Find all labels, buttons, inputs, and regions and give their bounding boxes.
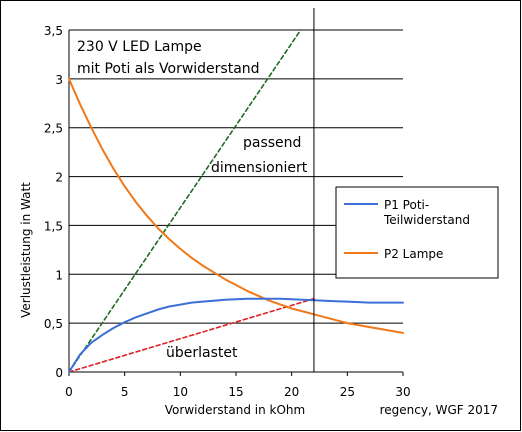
annotation-ueberlastet: überlastet: [166, 345, 238, 361]
y-tick-label-3: 1,5: [44, 219, 63, 233]
y-tick-label-0: 0: [55, 366, 63, 380]
legend-label-p2: P2 Lampe: [384, 247, 443, 261]
legend-label-p1-line1: P1 Poti-: [384, 198, 429, 212]
y-tick-label-5: 2,5: [44, 122, 63, 136]
x-axis-label: Vorwiderstand in kOhm: [165, 403, 305, 417]
y-tick-label-4: 2: [55, 171, 63, 185]
x-tick-label-0: 0: [65, 385, 73, 399]
x-tick-label-2: 10: [173, 385, 188, 399]
series-line-3: [69, 297, 315, 372]
y-tick-label-6: 3: [55, 73, 63, 87]
x-tick-label-1: 5: [121, 385, 129, 399]
note-title-line2: mit Poti als Vorwiderstand: [77, 61, 260, 77]
legend-label-p1-line2: Teilwiderstand: [383, 213, 470, 227]
y-tick-label-1: 0,5: [44, 317, 63, 331]
x-tick-label-5: 25: [340, 385, 355, 399]
annotation-passend: passend: [243, 135, 301, 151]
legend-box: [335, 186, 499, 279]
y-tick-label-7: 3,5: [44, 24, 63, 38]
credit-text: regency, WGF 2017: [380, 403, 498, 417]
series-layer: [68, 30, 404, 373]
series-line-0: [68, 297, 404, 373]
legend: P1 Poti- Teilwiderstand P2 Lampe: [335, 186, 499, 279]
note-title-line1: 230 V LED Lampe: [77, 39, 202, 55]
y-axis-label: Verlustleistung in Watt: [19, 182, 33, 318]
x-tick-label-3: 15: [228, 385, 243, 399]
annotation-dimensioniert: dimensioniert: [211, 160, 308, 176]
tick-label-layer: 0 0,5 1 1,5 2 2,5 3 3,5 0 5 10 15 20 25 30: [44, 24, 411, 399]
series-line-2: [69, 30, 302, 372]
series-line-1: [68, 77, 404, 334]
x-tick-label-6: 30: [395, 385, 410, 399]
x-tick-label-4: 20: [284, 385, 299, 399]
y-tick-label-2: 1: [55, 268, 63, 282]
